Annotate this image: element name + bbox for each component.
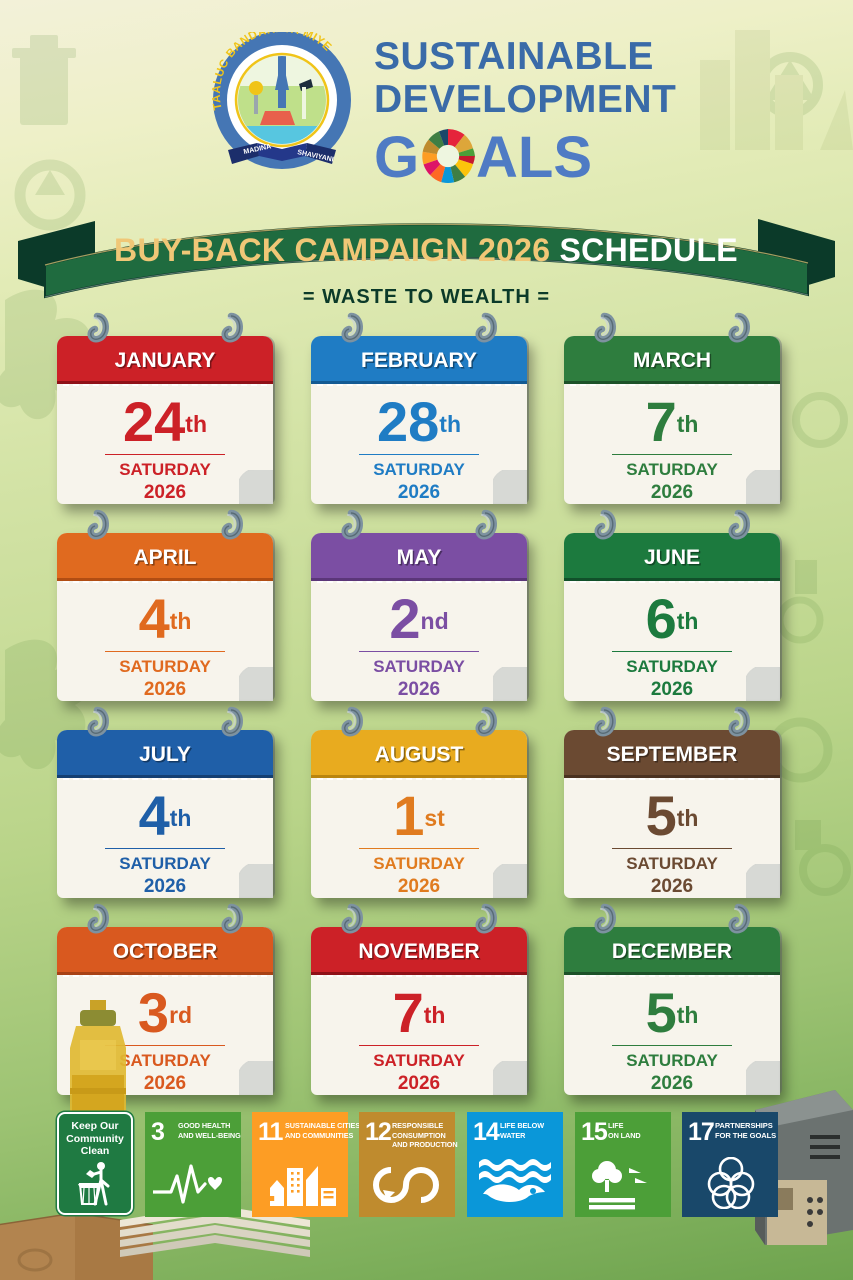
svg-text:BUY-BACK CAMPAIGN 2026 SCHEDUL: BUY-BACK CAMPAIGN 2026 SCHEDULE bbox=[114, 232, 738, 268]
